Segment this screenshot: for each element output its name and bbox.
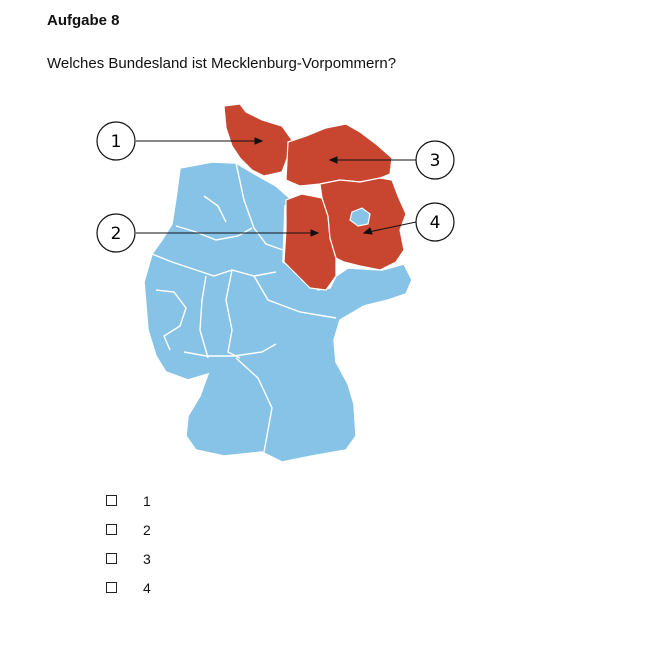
marker-1-label: 1 — [111, 132, 122, 152]
marker-4: 4 — [415, 202, 455, 242]
option-3-label: 3 — [143, 550, 151, 567]
marker-3-label: 3 — [430, 151, 441, 171]
option-1-label: 1 — [143, 492, 151, 509]
option-4[interactable]: 4 — [106, 573, 151, 602]
question-text: Welches Bundesland ist Mecklenburg-Vorpo… — [47, 55, 397, 72]
task-title: Aufgabe 8 — [47, 12, 120, 29]
answer-options: 1 2 3 4 — [106, 486, 151, 602]
marker-1: 1 — [96, 121, 136, 161]
state-borders — [151, 162, 337, 453]
berlin-enclave — [349, 207, 371, 227]
marker-3: 3 — [415, 140, 455, 180]
marker-2: 2 — [96, 213, 136, 253]
option-3[interactable]: 3 — [106, 544, 151, 573]
option-2-label: 2 — [143, 521, 151, 538]
marker-4-label: 4 — [430, 213, 441, 233]
option-2[interactable]: 2 — [106, 515, 151, 544]
option-3-checkbox[interactable] — [106, 553, 117, 564]
option-1[interactable]: 1 — [106, 486, 151, 515]
option-1-checkbox[interactable] — [106, 495, 117, 506]
marker-2-label: 2 — [111, 224, 122, 244]
option-4-label: 4 — [143, 579, 151, 596]
option-2-checkbox[interactable] — [106, 524, 117, 535]
highlight-mecklenburg-vorpommern — [285, 123, 393, 187]
pointer-lines — [136, 137, 417, 237]
option-4-checkbox[interactable] — [106, 582, 117, 593]
